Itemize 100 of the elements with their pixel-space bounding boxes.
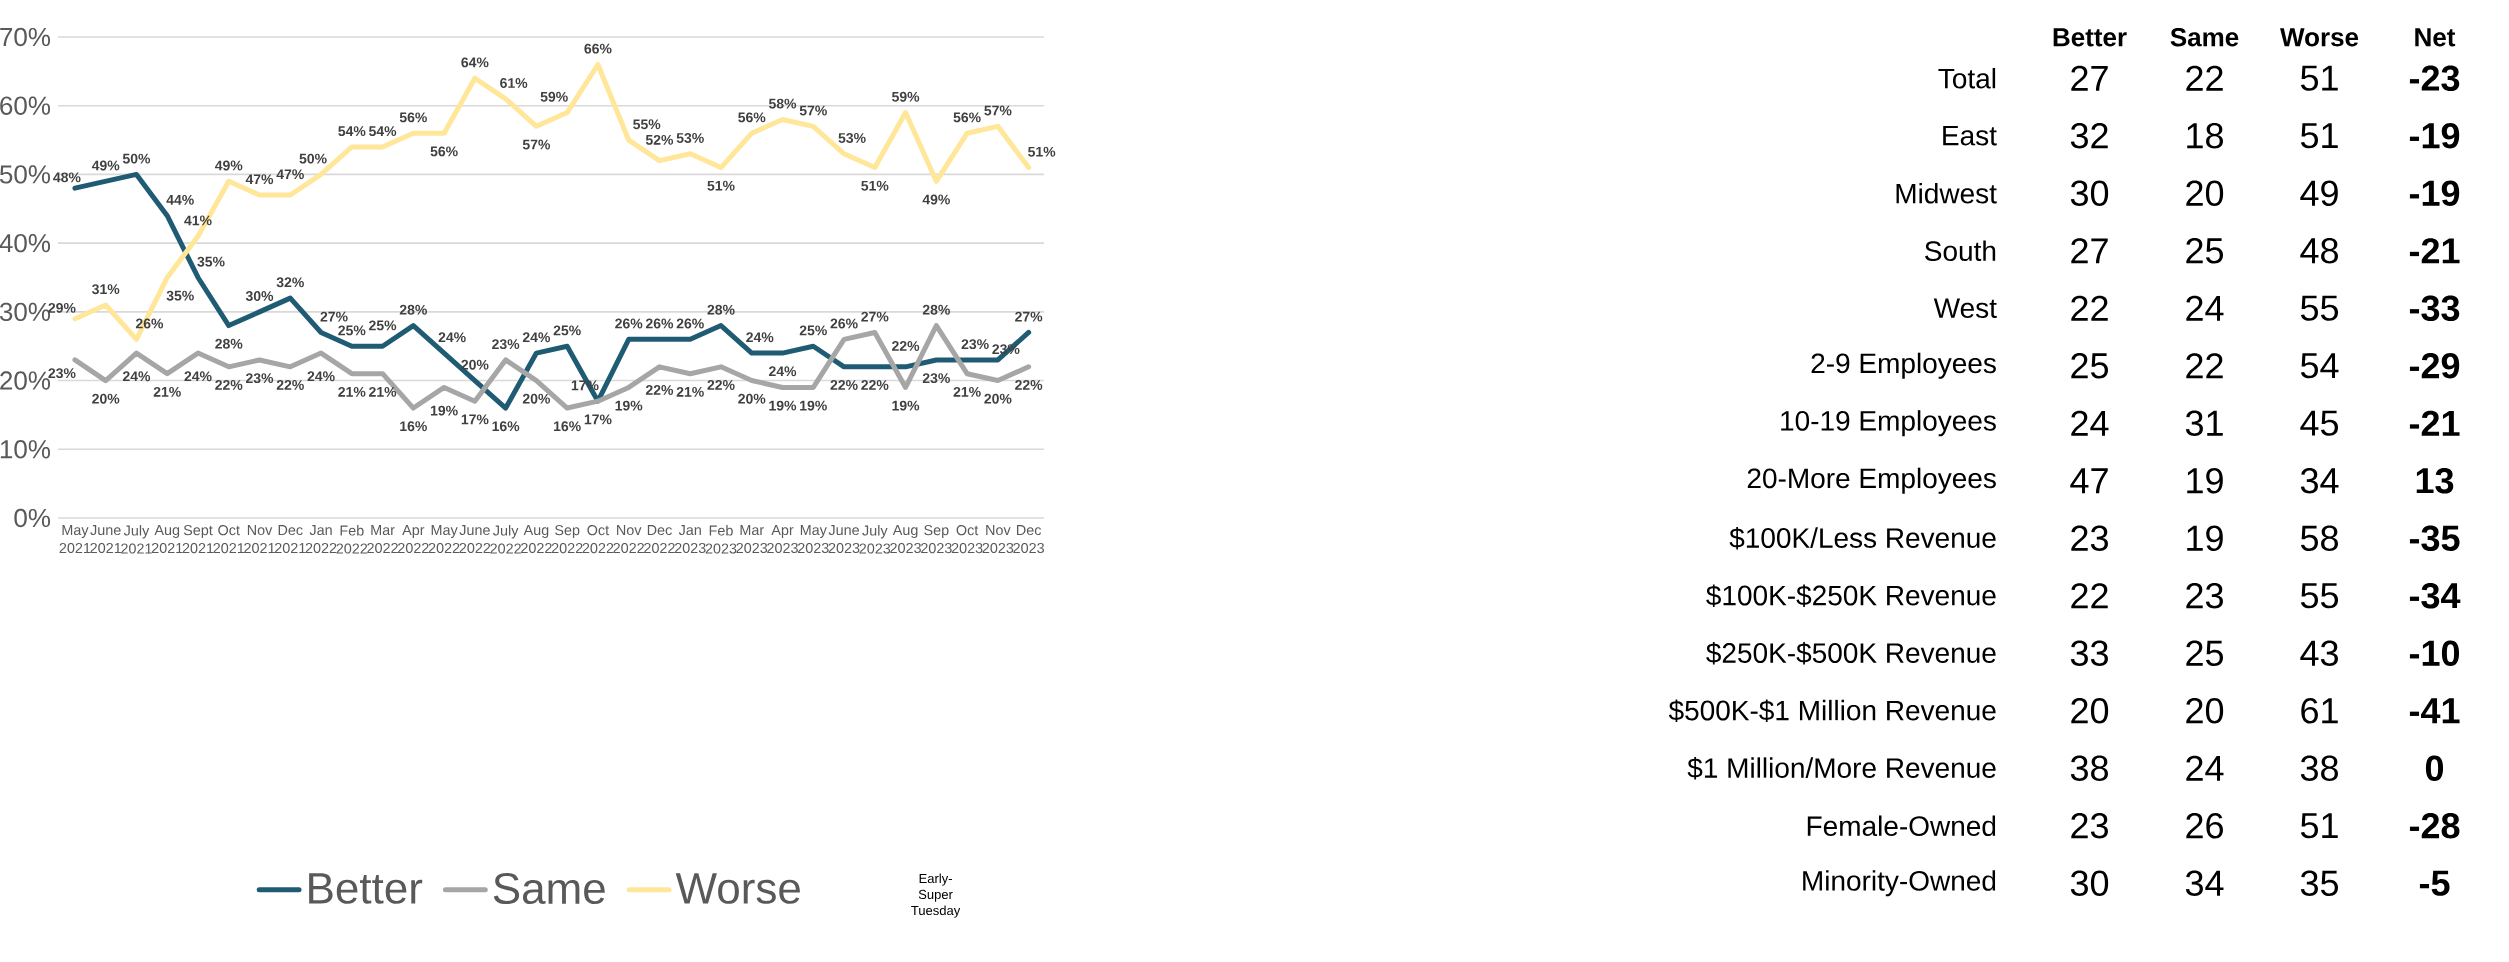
y-tick-label: 40%	[0, 233, 51, 253]
x-tick-label: Feb 2023	[705, 525, 737, 554]
data-label: 16%	[554, 421, 581, 432]
data-label: 49%	[922, 194, 950, 205]
data-label: 20%	[92, 393, 120, 404]
x-tick-label: Mar 2022	[367, 525, 398, 554]
data-label: 25	[2071, 352, 2109, 379]
data-label: 56%	[430, 146, 458, 157]
data-label: 23	[2071, 525, 2108, 551]
data-label: 66%	[584, 43, 612, 54]
data-label: 22	[2071, 295, 2108, 321]
y-tick-label: 0%	[14, 508, 51, 528]
data-label: 51	[2300, 813, 2338, 839]
legend-label: Worse	[675, 873, 800, 904]
data-label: -28	[2409, 812, 2460, 839]
x-tick-label: July 2022	[490, 525, 521, 554]
data-label: 22%	[645, 385, 674, 395]
y-tick-label: 70%	[0, 27, 51, 47]
x-tick-label: Feb 2022	[336, 525, 368, 554]
data-label: 32	[2070, 122, 2108, 149]
data-label: 49	[2300, 180, 2338, 206]
y-tick-label: $100K/Less Revenue	[1729, 526, 1996, 550]
x-tick-label: June 2023	[828, 525, 860, 554]
y-tick-label: Midwest	[1896, 182, 1997, 204]
data-label: 20	[2186, 697, 2224, 724]
data-label: 27%	[320, 311, 348, 322]
x-tick-label: Net	[2415, 28, 2456, 47]
data-label: 21%	[153, 386, 181, 397]
data-label: 22	[2071, 583, 2108, 609]
data-label: 20%	[738, 393, 766, 404]
x-tick-label: Apr 2023	[767, 525, 798, 554]
data-label: 53%	[838, 133, 866, 143]
data-label: 50%	[122, 153, 151, 164]
data-label: 21%	[338, 386, 366, 397]
data-label: 17%	[461, 414, 489, 425]
x-tick-label: Jan 2022	[305, 525, 337, 554]
data-label: 47%	[245, 174, 274, 185]
data-label: 59%	[540, 91, 568, 102]
x-tick-label: Oct 2023	[951, 525, 983, 554]
data-label: 48%	[53, 172, 81, 183]
y-tick-label: Female-Owned	[1807, 815, 1996, 837]
data-label: 23	[2186, 582, 2223, 609]
y-tick-label: 10%	[0, 440, 51, 459]
y-tick-label: West	[1933, 298, 1997, 319]
data-label: 24%	[746, 332, 774, 343]
data-label: 19%	[892, 400, 920, 411]
data-label: 58%	[768, 98, 797, 109]
data-label: -5	[2419, 870, 2450, 896]
data-label: 25%	[369, 320, 397, 331]
x-tick-label: Aug 2023	[890, 525, 921, 554]
x-tick-label: May 2021	[59, 525, 91, 554]
data-label: 21%	[369, 386, 397, 397]
data-label: 13	[2416, 467, 2454, 494]
data-label: 28%	[399, 304, 427, 315]
y-tick-label: 10-19 Employees	[1781, 410, 1996, 437]
data-label: 25%	[799, 325, 827, 336]
data-label: 23%	[922, 373, 950, 384]
data-label: 64%	[461, 57, 489, 68]
y-tick-label: 50%	[0, 165, 51, 184]
y-tick-label: 2-9 Employees	[1811, 352, 1996, 379]
data-label: 51%	[707, 180, 735, 191]
y-tick-label: $250K-$500K Revenue	[1706, 641, 1996, 665]
x-tick-label: July 2023	[859, 525, 891, 554]
data-label: 54%	[369, 126, 397, 137]
data-label: 23%	[492, 339, 520, 350]
data-label: 22%	[892, 341, 920, 351]
data-label: 38	[2070, 755, 2108, 781]
data-label: 17%	[584, 414, 612, 425]
y-tick-label: $100K-$250K Revenue	[1706, 584, 1996, 608]
data-label: -34	[2409, 582, 2461, 609]
data-label: 30	[2070, 870, 2109, 896]
y-tick-label: $500K-$1 Million Revenue	[1668, 699, 1996, 723]
legend-label: Better	[309, 873, 423, 904]
data-label: 19	[2187, 467, 2223, 494]
data-label: 30%	[245, 291, 274, 301]
data-label: 18	[2187, 122, 2223, 149]
x-tick-label: Oct 2022	[582, 525, 614, 554]
x-tick-label: Jan 2023	[674, 525, 706, 554]
y-tick-label: 60%	[0, 96, 51, 115]
data-label: 28%	[215, 338, 243, 349]
data-label: 57%	[799, 105, 827, 116]
data-label: 22%	[276, 380, 304, 390]
x-tick-label: Oct 2021	[213, 525, 245, 554]
x-tick-label: Nov 2023	[982, 525, 1014, 554]
data-label: 51%	[1028, 146, 1056, 157]
data-label: 27	[2071, 238, 2108, 264]
data-label: 31	[2185, 410, 2223, 436]
data-label: 29%	[48, 302, 76, 313]
x-tick-label: Sep 2022	[551, 525, 583, 554]
data-label: 19%	[800, 400, 827, 411]
data-label: 27%	[1015, 311, 1043, 322]
data-label: 55	[2300, 583, 2339, 609]
data-label: 24%	[307, 371, 335, 382]
data-label: 20%	[984, 393, 1012, 404]
data-label: 26	[2186, 812, 2223, 839]
data-label: 35	[2300, 870, 2339, 896]
x-tick-label: Nov 2022	[613, 525, 644, 554]
y-tick-label: East	[1943, 125, 1997, 146]
x-tick-label: Worse	[2280, 28, 2359, 47]
data-label: 24%	[438, 332, 466, 343]
